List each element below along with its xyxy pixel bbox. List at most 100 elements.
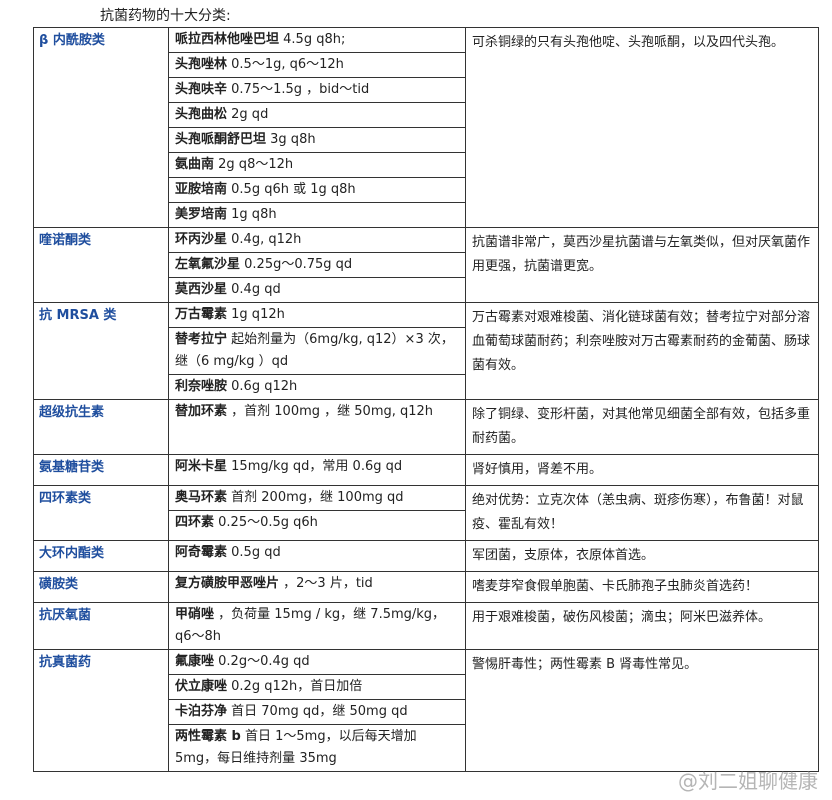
- drugs-cell: 替加环素 ，首剂 100mg ，继 50mg, q12h: [168, 399, 466, 455]
- drug-name: 阿奇霉素: [175, 545, 228, 560]
- table-row: 磺胺类 复方磺胺甲恶唑片 ，2～3 片，tid 嗜麦芽窄食假单胞菌、卡氏肺孢子虫肺炎…: [33, 571, 819, 603]
- drug-name: 奥马环素: [175, 490, 228, 505]
- category-cell: 喹诺酮类: [33, 227, 169, 303]
- drug-row: 四环素 0.25～0.5g q6h: [169, 511, 465, 535]
- drug-row: 两性霉素 b 首日 1～5mg，以后每天增加 5mg，每日维持剂量 35mg: [169, 725, 465, 771]
- drug-row: 环丙沙星 0.4g, q12h: [169, 228, 465, 253]
- note-cell: 绝对优势：立克次体（恙虫病、斑疹伤寒），布鲁菌！对鼠疫、霍乱有效！: [465, 485, 819, 541]
- drug-row: 阿奇霉素 0.5g qd: [169, 541, 465, 565]
- drug-dose: ，首剂 100mg ，继 50mg, q12h: [231, 404, 434, 419]
- drug-dose: 0.4g, q12h: [231, 232, 302, 247]
- drugs-cell: 哌拉西林他唑巴坦 4.5g q8h; 头孢唑林 0.5～1g, q6～12h 头孢呋…: [168, 27, 466, 228]
- drug-row: 亚胺培南 0.5g q6h 或 1g q8h: [169, 178, 465, 203]
- drug-dose: 1g q12h: [231, 307, 285, 322]
- drugs-cell: 阿米卡星 15mg/kg qd，常用 0.6g qd: [168, 454, 466, 486]
- drug-dose: 0.6g q12h: [231, 379, 298, 394]
- category-cell: 抗 MRSA 类: [33, 302, 169, 400]
- table-row: 喹诺酮类 环丙沙星 0.4g, q12h 左氧氟沙星 0.25g～0.75g qd 莫…: [33, 227, 819, 303]
- drugs-cell: 奥马环素 首剂 200mg，继 100mg qd 四环素 0.25～0.5g q6…: [168, 485, 466, 541]
- drug-row: 伏立康唑 0.2g q12h，首日加倍: [169, 675, 465, 700]
- drug-name: 环丙沙星: [175, 232, 228, 247]
- drug-row: 莫西沙星 0.4g qd: [169, 278, 465, 302]
- table-row: β 内酰胺类 哌拉西林他唑巴坦 4.5g q8h; 头孢唑林 0.5～1g, q6～…: [33, 27, 819, 228]
- category-cell: 磺胺类: [33, 571, 169, 603]
- drug-row: 头孢哌酮舒巴坦 3g q8h: [169, 128, 465, 153]
- table-row: 抗 MRSA 类万古霉素 1g q12h 替考拉宁 起始剂量为（6mg/kg, q…: [33, 302, 819, 400]
- drug-name: 万古霉素: [175, 307, 228, 322]
- table-row: 抗真菌药 氟康唑 0.2g～0.4g qd 伏立康唑 0.2g q12h，首日加倍卡…: [33, 649, 819, 772]
- drug-dose: 首剂 200mg，继 100mg qd: [231, 490, 404, 505]
- table-row: 氨基糖苷类 阿米卡星 15mg/kg qd，常用 0.6g qd 肾好慎用，肾差不用…: [33, 454, 819, 486]
- category-cell: 超级抗生素: [33, 399, 169, 455]
- title: 抗菌药物的十大分类:: [100, 8, 231, 24]
- drug-row: 头孢唑林 0.5～1g, q6～12h: [169, 53, 465, 78]
- drug-name: 氟康唑: [175, 654, 215, 669]
- drug-dose: ，2～3 片，tid: [283, 576, 373, 591]
- drug-row: 万古霉素 1g q12h: [169, 303, 465, 328]
- drug-dose: 0.4g qd: [231, 282, 281, 297]
- drug-dose: 0.5～1g, q6～12h: [231, 57, 344, 72]
- drug-name: 头孢哌酮舒巴坦: [175, 132, 267, 147]
- note-cell: 军团菌，支原体，衣原体首选。: [465, 540, 819, 572]
- drug-dose: 15mg/kg qd，常用 0.6g qd: [231, 459, 403, 474]
- drug-row: 阿米卡星 15mg/kg qd，常用 0.6g qd: [169, 455, 465, 479]
- drug-row: 氨曲南 2g q8～12h: [169, 153, 465, 178]
- note-cell: 肾好慎用，肾差不用。: [465, 454, 819, 486]
- drug-row: 利奈唑胺 0.6g q12h: [169, 375, 465, 399]
- drug-row: 卡泊芬净 首日 70mg qd，继 50mg qd: [169, 700, 465, 725]
- drug-name: 替加环素: [175, 404, 228, 419]
- category-cell: 氨基糖苷类: [33, 454, 169, 486]
- drug-row: 氟康唑 0.2g～0.4g qd: [169, 650, 465, 675]
- note-cell: 可杀铜绿的只有头孢他啶、头孢哌酮，以及四代头孢。: [465, 27, 819, 228]
- drug-name: 左氧氟沙星: [175, 257, 241, 272]
- drug-dose: 0.75～1.5g ，bid～tid: [231, 82, 370, 97]
- drug-dose: 0.2g q12h，首日加倍: [231, 679, 363, 694]
- category-cell: 抗厌氧菌: [33, 602, 169, 650]
- drugs-cell: 环丙沙星 0.4g, q12h 左氧氟沙星 0.25g～0.75g qd 莫西沙星 …: [168, 227, 466, 303]
- drug-row: 哌拉西林他唑巴坦 4.5g q8h;: [169, 28, 465, 53]
- category-cell: 四环素类: [33, 485, 169, 541]
- watermark: @刘二姐聊健康: [678, 769, 818, 793]
- drug-dose: 4.5g q8h;: [283, 32, 346, 47]
- drug-name: 卡泊芬净: [175, 704, 228, 719]
- drug-row: 替考拉宁 起始剂量为（6mg/kg, q12）×3 次，继（6 mg/kg ）q…: [169, 328, 465, 375]
- drug-name: 莫西沙星: [175, 282, 228, 297]
- drugs-cell: 氟康唑 0.2g～0.4g qd 伏立康唑 0.2g q12h，首日加倍 卡泊芬净 …: [168, 649, 466, 772]
- drug-table: β 内酰胺类 哌拉西林他唑巴坦 4.5g q8h; 头孢唑林 0.5～1g, q6～…: [33, 27, 819, 772]
- note-cell: 用于艰难梭菌，破伤风梭菌；滴虫；阿米巴滋养体。: [465, 602, 819, 650]
- drug-name: 两性霉素 b: [175, 729, 241, 744]
- note-cell: 警惕肝毒性；两性霉素 B 肾毒性常见。: [465, 649, 819, 772]
- drug-dose: ，负荷量 15mg / kg，继 7.5mg/kg，q6～8h: [175, 607, 446, 644]
- drugs-cell: 甲硝唑 ，负荷量 15mg / kg，继 7.5mg/kg，q6～8h: [168, 602, 466, 650]
- drug-name: 利奈唑胺: [175, 379, 228, 394]
- drugs-cell: 万古霉素 1g q12h 替考拉宁 起始剂量为（6mg/kg, q12）×3 次，…: [168, 302, 466, 400]
- category-cell: 大环内酯类: [33, 540, 169, 572]
- note-cell: 除了铜绿、变形杆菌，对其他常见细菌全部有效，包括多重耐药菌。: [465, 399, 819, 455]
- drug-dose: 1g q8h: [231, 207, 277, 222]
- drug-dose: 2g qd: [231, 107, 269, 122]
- drug-dose: 0.5g qd: [231, 545, 281, 560]
- drug-name: 伏立康唑: [175, 679, 228, 694]
- drug-row: 奥马环素 首剂 200mg，继 100mg qd: [169, 486, 465, 511]
- drug-dose: 0.5g q6h 或 1g q8h: [231, 182, 356, 197]
- drug-dose: 0.2g～0.4g qd: [218, 654, 310, 669]
- table-row: 四环素类 奥马环素 首剂 200mg，继 100mg qd 四环素 0.25～0.5…: [33, 485, 819, 541]
- drug-row: 替加环素 ，首剂 100mg ，继 50mg, q12h: [169, 400, 465, 424]
- drug-name: 阿米卡星: [175, 459, 228, 474]
- note-cell: 嗜麦芽窄食假单胞菌、卡氏肺孢子虫肺炎首选药！: [465, 571, 819, 603]
- drug-row: 头孢曲松 2g qd: [169, 103, 465, 128]
- drug-row: 美罗培南 1g q8h: [169, 203, 465, 227]
- note-cell: 万古霉素对艰难梭菌、消化链球菌有效；替考拉宁对部分溶血葡萄球菌耐药；利奈唑胺对万…: [465, 302, 819, 400]
- category-cell: β 内酰胺类: [33, 27, 169, 228]
- drug-row: 复方磺胺甲恶唑片 ，2～3 片，tid: [169, 572, 465, 596]
- drug-name: 复方磺胺甲恶唑片: [175, 576, 280, 591]
- drugs-cell: 复方磺胺甲恶唑片 ，2～3 片，tid: [168, 571, 466, 603]
- drug-row: 头孢呋辛 0.75～1.5g ，bid～tid: [169, 78, 465, 103]
- drug-dose: 起始剂量为（6mg/kg, q12）×3 次，继（6 mg/kg ）qd: [175, 332, 454, 369]
- drug-dose: 首日 70mg qd，继 50mg qd: [231, 704, 408, 719]
- drug-name: 头孢曲松: [175, 107, 228, 122]
- drugs-cell: 阿奇霉素 0.5g qd: [168, 540, 466, 572]
- category-cell: 抗真菌药: [33, 649, 169, 772]
- drug-name: 头孢呋辛: [175, 82, 228, 97]
